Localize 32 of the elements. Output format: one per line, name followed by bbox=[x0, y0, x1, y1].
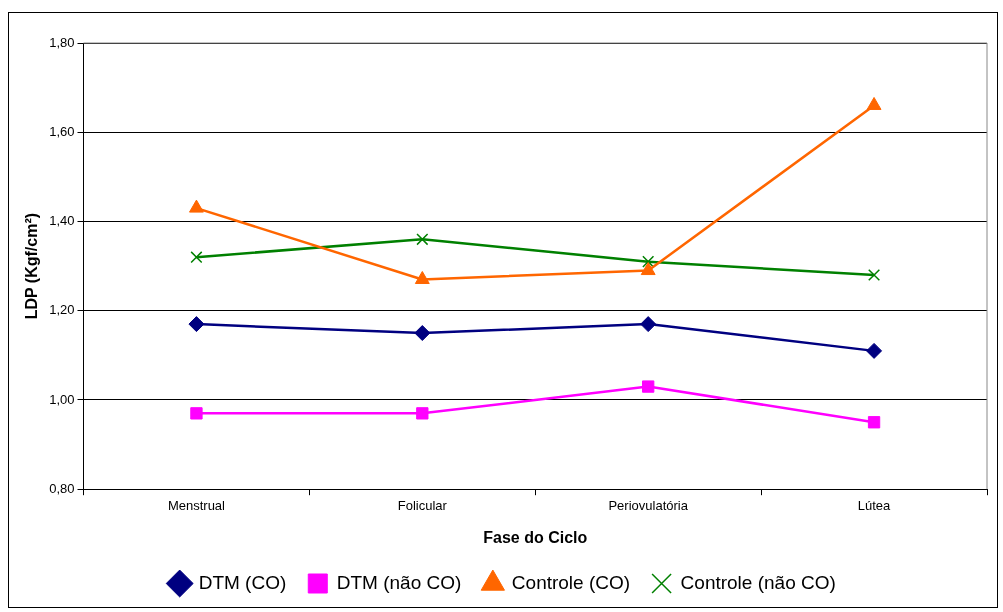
x-tick-label: Folicular bbox=[397, 497, 448, 513]
x-tick-label: Menstrual bbox=[167, 497, 226, 513]
point bbox=[866, 96, 882, 110]
y-tick-label: 1,20 bbox=[49, 302, 75, 318]
point bbox=[640, 262, 656, 276]
point bbox=[867, 416, 881, 429]
x-axis-title: Fase do Ciclo bbox=[483, 528, 588, 546]
point bbox=[416, 233, 429, 246]
point bbox=[190, 407, 203, 420]
point bbox=[190, 251, 203, 264]
point bbox=[642, 255, 655, 268]
legend-label: Controle (CO) bbox=[511, 571, 631, 593]
legend-label: DTM (não CO) bbox=[336, 571, 462, 593]
legend-label: Controle (não CO) bbox=[680, 571, 836, 593]
point bbox=[414, 270, 430, 284]
point bbox=[868, 268, 881, 282]
point bbox=[188, 316, 205, 333]
y-tick-label: 0,80 bbox=[49, 480, 75, 496]
point bbox=[189, 199, 204, 213]
point bbox=[416, 407, 429, 420]
y-tick-label: 1,40 bbox=[49, 213, 75, 229]
x-tick-label: Lútea bbox=[857, 497, 892, 513]
point bbox=[866, 342, 883, 359]
y-tick-label: 1,00 bbox=[49, 391, 75, 407]
point bbox=[414, 325, 431, 342]
x-tick-label: Periovulatória bbox=[608, 497, 689, 513]
y-tick-label: 1,60 bbox=[49, 123, 75, 139]
legend-label: DTM (CO) bbox=[198, 571, 287, 593]
point bbox=[640, 316, 657, 333]
point bbox=[642, 380, 655, 393]
y-tick-label: 1,80 bbox=[49, 34, 75, 50]
y-axis-title: LDP (Kgf/cm²) bbox=[23, 212, 41, 320]
